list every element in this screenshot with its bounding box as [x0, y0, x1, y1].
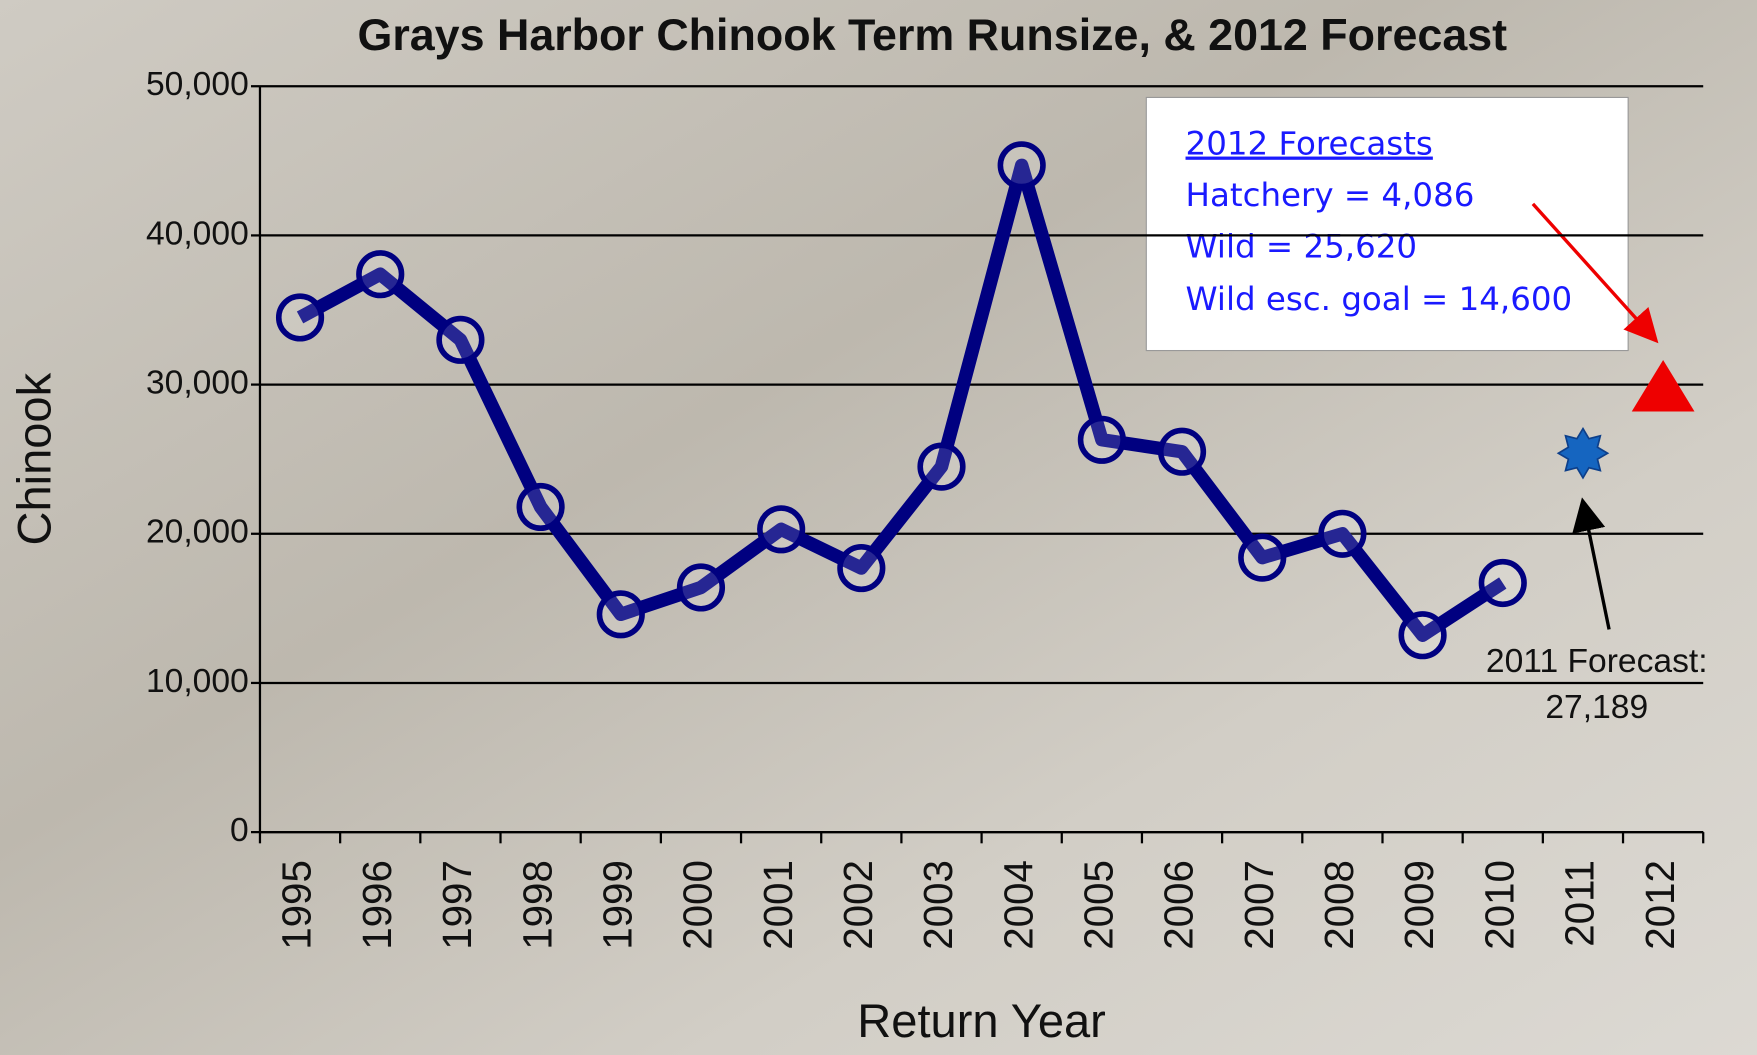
point — [439, 319, 482, 362]
x-axis-title: Return Year — [857, 994, 1106, 1047]
point — [279, 296, 322, 339]
x-tick-label: 2009 — [1396, 860, 1442, 950]
note-text: Wild esc. goal = 14,600 — [1186, 280, 1573, 318]
y-tick-label: 50,000 — [146, 66, 249, 103]
point — [680, 566, 723, 609]
note-text: Hatchery = 4,086 — [1186, 176, 1475, 214]
annotation: 2011 Forecast: — [1486, 643, 1708, 680]
point — [1401, 614, 1444, 657]
y-tick-label: 40,000 — [146, 215, 249, 252]
point — [1241, 536, 1284, 579]
x-tick-label: 2006 — [1156, 860, 1202, 950]
chart-title: Grays Harbor Chinook Term Runsize, & 201… — [357, 10, 1507, 60]
x-tick-label: 2005 — [1076, 860, 1122, 950]
y-tick-label: 10,000 — [146, 663, 249, 700]
x-tick-label: 2002 — [835, 860, 881, 950]
point — [359, 253, 402, 296]
note-text: 2012 Forecasts — [1186, 125, 1433, 163]
x-tick-label: 2007 — [1236, 860, 1282, 950]
x-tick-label: 2012 — [1637, 860, 1683, 950]
note-text: Wild = 25,620 — [1186, 228, 1418, 266]
y-tick-label: 0 — [230, 812, 249, 849]
annotation: 27,189 — [1545, 689, 1648, 726]
x-tick-label: 1999 — [594, 860, 640, 950]
point — [760, 508, 803, 551]
point — [1558, 429, 1607, 478]
x-tick-label: 1995 — [274, 860, 320, 950]
point — [1321, 512, 1364, 555]
point — [599, 593, 642, 636]
x-tick-label: 2003 — [915, 860, 961, 950]
x-tick-label: 1996 — [354, 860, 400, 950]
x-tick-label: 2000 — [675, 860, 721, 950]
x-tick-label: 2011 — [1557, 860, 1603, 947]
page: {"chart_data": {"type": "line", "title":… — [0, 0, 1757, 1055]
y-tick-label: 30,000 — [146, 364, 249, 401]
point — [1081, 419, 1124, 462]
point — [519, 486, 562, 529]
chart: Grays Harbor Chinook Term Runsize, & 201… — [0, 0, 1757, 1055]
point — [920, 445, 963, 488]
point — [1481, 562, 1524, 605]
y-axis-title: Chinook — [8, 372, 61, 545]
x-tick-label: 2008 — [1316, 860, 1362, 950]
x-tick-label: 2010 — [1476, 860, 1522, 950]
point — [1161, 430, 1204, 473]
point — [1000, 144, 1043, 187]
x-tick-label: 2001 — [755, 860, 801, 950]
point — [840, 547, 883, 590]
x-tick-label: 1997 — [434, 860, 480, 950]
y-tick-label: 20,000 — [146, 514, 249, 551]
x-tick-label: 2004 — [995, 860, 1041, 950]
x-tick-label: 1998 — [514, 860, 560, 950]
